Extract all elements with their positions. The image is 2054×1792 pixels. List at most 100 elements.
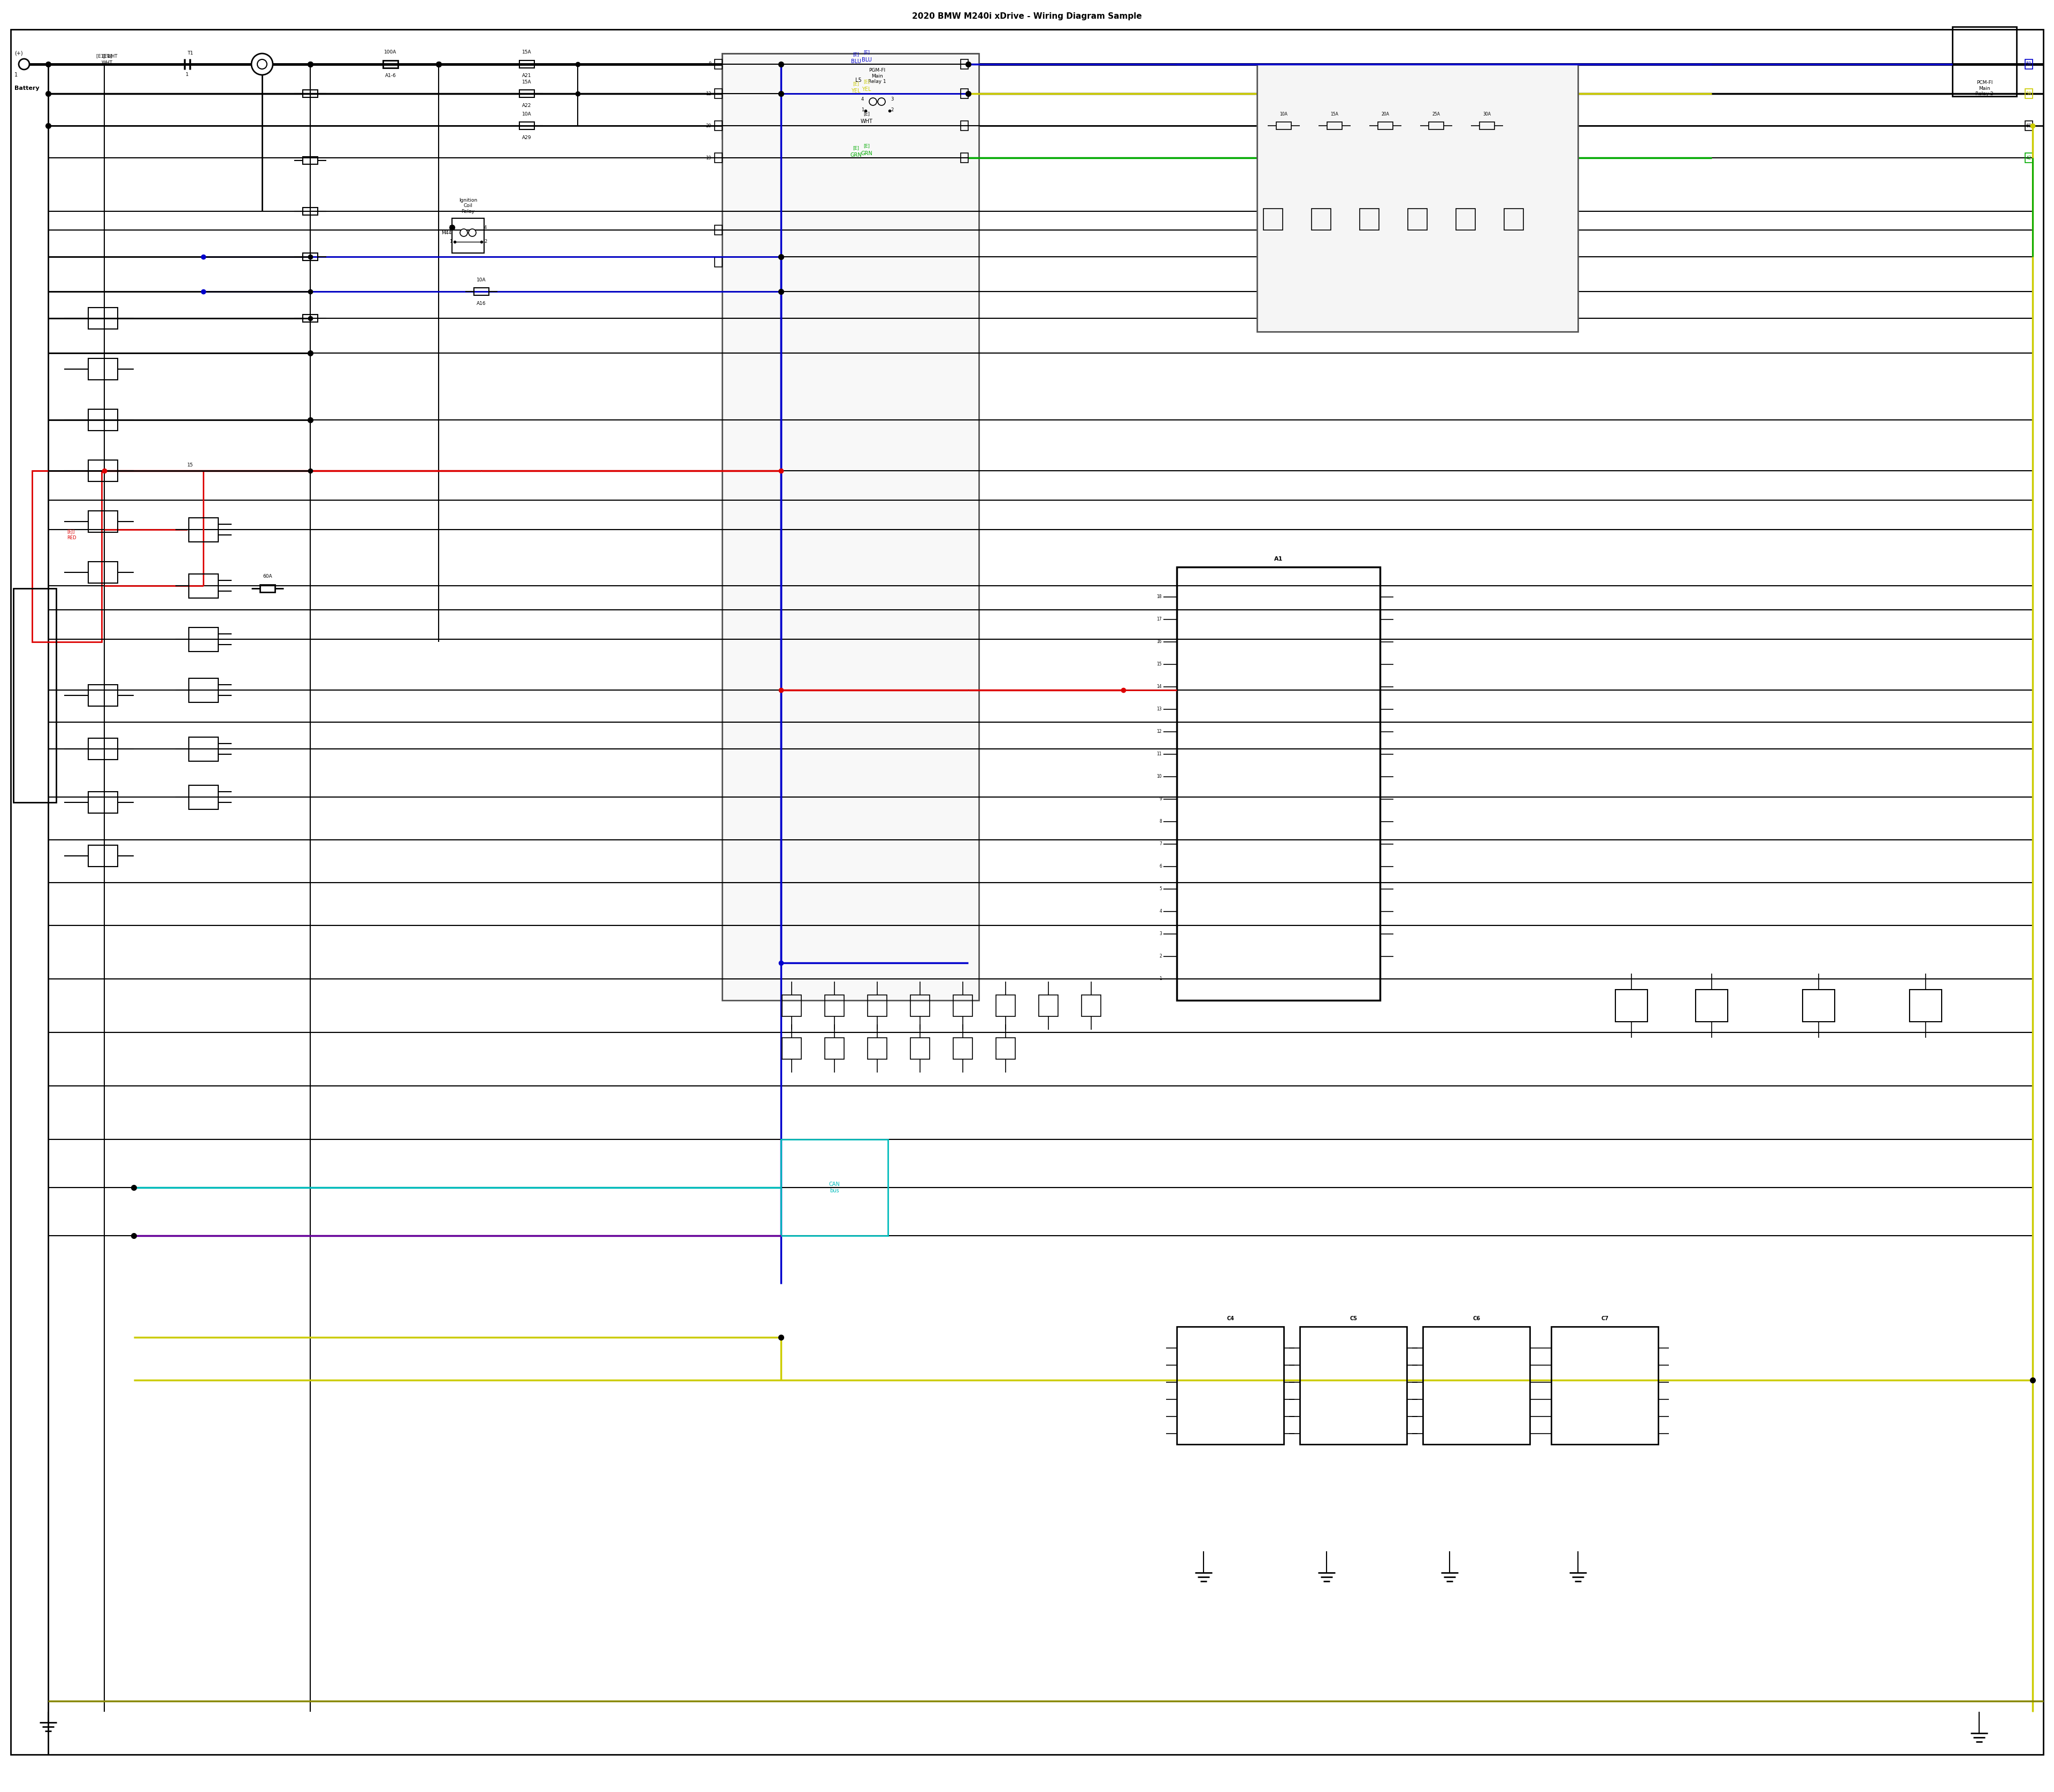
Bar — [2025, 90, 2033, 99]
Circle shape — [468, 229, 477, 237]
Text: T1: T1 — [187, 52, 193, 56]
Text: C7: C7 — [1600, 1315, 1608, 1321]
Bar — [302, 90, 318, 97]
Text: 1: 1 — [185, 72, 189, 77]
Bar — [189, 573, 218, 599]
Bar — [953, 1038, 972, 1059]
Text: BLU: BLU — [861, 57, 871, 63]
Text: 10A: 10A — [1280, 111, 1288, 116]
Text: (+): (+) — [14, 50, 23, 56]
Text: [E]: [E] — [852, 52, 859, 57]
Text: 2: 2 — [891, 108, 893, 113]
Text: L5: L5 — [854, 77, 861, 82]
Bar — [715, 120, 723, 131]
Bar — [1910, 989, 1941, 1021]
Text: 12: 12 — [707, 91, 711, 97]
Bar — [88, 561, 117, 582]
Bar — [452, 219, 485, 253]
Text: 1: 1 — [450, 240, 452, 244]
Bar — [715, 90, 723, 99]
Bar — [1407, 208, 1428, 229]
Text: 15A: 15A — [1331, 111, 1339, 116]
Text: GRN: GRN — [850, 152, 861, 158]
Bar — [474, 289, 489, 296]
Bar — [715, 152, 723, 163]
Bar — [88, 792, 117, 814]
Bar — [520, 61, 534, 68]
Text: 4: 4 — [1158, 909, 1163, 914]
Text: 11: 11 — [1156, 753, 1163, 756]
Text: 10A: 10A — [522, 111, 532, 116]
Text: 42: 42 — [2025, 156, 2031, 159]
Bar — [189, 785, 218, 808]
Bar — [14, 588, 55, 803]
Text: WHT: WHT — [101, 61, 113, 66]
Text: YEL: YEL — [863, 86, 871, 91]
Circle shape — [460, 229, 468, 237]
Text: CAN
bus: CAN bus — [830, 1181, 840, 1193]
Bar — [1803, 989, 1834, 1021]
Text: 8: 8 — [709, 61, 711, 66]
Bar — [1313, 208, 1331, 229]
Bar — [1263, 208, 1282, 229]
Text: 10A: 10A — [477, 278, 487, 281]
Text: 1: 1 — [1158, 977, 1163, 982]
Bar — [863, 88, 891, 120]
Text: 2020 BMW M240i xDrive - Wiring Diagram Sample: 2020 BMW M240i xDrive - Wiring Diagram S… — [912, 13, 1142, 20]
Text: 30A: 30A — [1483, 111, 1491, 116]
Text: 100A: 100A — [384, 50, 396, 56]
Text: Battery: Battery — [14, 86, 39, 91]
Text: 60: 60 — [2025, 124, 2031, 127]
Bar — [1551, 1326, 1658, 1444]
Circle shape — [251, 54, 273, 75]
Bar — [88, 409, 117, 430]
Text: 15: 15 — [187, 462, 193, 468]
Bar — [961, 120, 967, 131]
Bar — [715, 258, 723, 267]
Bar — [1257, 65, 1577, 332]
Bar — [88, 738, 117, 760]
Text: 5: 5 — [1158, 887, 1163, 891]
Text: 6: 6 — [1158, 864, 1163, 869]
Text: 17: 17 — [1156, 616, 1163, 622]
Text: [E]: [E] — [863, 50, 869, 56]
Text: C5: C5 — [1349, 1315, 1358, 1321]
Bar — [961, 152, 967, 163]
Bar — [88, 358, 117, 380]
Text: 20: 20 — [707, 124, 711, 127]
Text: 60A: 60A — [263, 573, 273, 579]
Bar — [953, 995, 972, 1016]
Text: 19: 19 — [707, 156, 711, 159]
Bar — [33, 471, 101, 642]
Bar — [781, 1140, 887, 1236]
Text: [E]: [E] — [863, 111, 869, 116]
Bar — [520, 122, 534, 129]
Text: [E]: [E] — [863, 143, 869, 149]
Bar — [867, 995, 887, 1016]
Text: [E]: [E] — [852, 145, 859, 151]
Bar — [723, 54, 980, 140]
Text: 4: 4 — [485, 226, 487, 229]
Text: 1: 1 — [861, 108, 865, 113]
Text: M44: M44 — [442, 231, 452, 235]
Bar — [189, 518, 218, 541]
Bar — [715, 226, 723, 235]
Bar — [2025, 120, 2033, 131]
Bar — [826, 995, 844, 1016]
Text: 9: 9 — [1158, 797, 1163, 801]
Text: [E]: [E] — [852, 82, 859, 86]
Bar — [1430, 122, 1444, 129]
Text: A1-6: A1-6 — [384, 73, 396, 79]
Bar — [88, 461, 117, 482]
Bar — [1360, 208, 1378, 229]
Bar — [910, 995, 930, 1016]
Bar — [302, 156, 318, 165]
Bar — [1378, 122, 1393, 129]
Text: 20A: 20A — [1382, 111, 1389, 116]
Bar — [1177, 566, 1380, 1000]
Circle shape — [869, 99, 877, 106]
Bar — [189, 677, 218, 702]
Bar — [1697, 989, 1727, 1021]
Text: 15A: 15A — [522, 79, 532, 84]
Text: 3: 3 — [891, 97, 893, 102]
